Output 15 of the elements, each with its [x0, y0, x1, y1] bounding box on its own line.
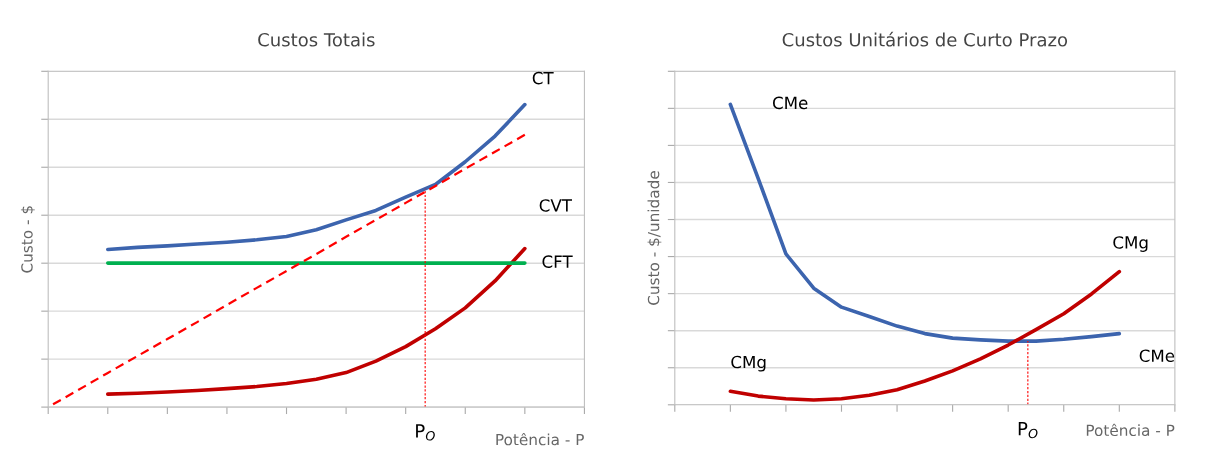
- y-axis-title: Custo - $: [20, 206, 35, 273]
- y-axis-title: Custo - $/unidade: [647, 171, 662, 305]
- text: CMg: [1113, 236, 1148, 252]
- series-label: CT: [532, 71, 554, 85]
- x-axis-title: Potência - P: [1086, 423, 1175, 437]
- series-label: CMe: [1139, 349, 1175, 363]
- text: P$_{O}$: [416, 424, 435, 441]
- series-label: CFT: [542, 255, 573, 268]
- chart-title: Custos Totais: [258, 32, 375, 47]
- text: CMe: [772, 96, 808, 110]
- chart-title: Custos Unitários de Curto Prazo: [782, 31, 1068, 47]
- text: P$_{O}$: [1018, 422, 1038, 439]
- series-label: CMg: [731, 355, 766, 372]
- text: CVT: [539, 199, 572, 212]
- x-axis-title: Potência - P: [496, 432, 584, 446]
